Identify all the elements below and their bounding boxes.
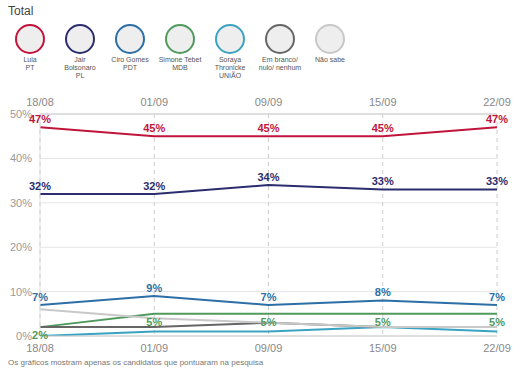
html-text:Ciro Gomes: Ciro Gomes bbox=[111, 56, 149, 63]
svg-text:7%: 7% bbox=[32, 291, 48, 303]
html-text:Não sabe: Não sabe bbox=[315, 56, 345, 63]
svg-text:2%: 2% bbox=[32, 329, 48, 341]
svg-text:09/09: 09/09 bbox=[255, 342, 283, 354]
svg-text:5%: 5% bbox=[489, 316, 505, 328]
svg-text:20%: 20% bbox=[10, 241, 32, 253]
html-text:Lula: Lula bbox=[23, 56, 37, 63]
svg-text:30%: 30% bbox=[10, 197, 32, 209]
svg-text:18/08: 18/08 bbox=[26, 96, 54, 108]
svg-text:18/08: 18/08 bbox=[26, 342, 54, 354]
html-text:Total: Total bbox=[8, 4, 34, 18]
svg-text:45%: 45% bbox=[257, 122, 279, 134]
html-text:PL: PL bbox=[75, 72, 85, 79]
svg-text:7%: 7% bbox=[261, 291, 277, 303]
svg-text:22/09: 22/09 bbox=[483, 342, 511, 354]
html-text:PDT: PDT bbox=[123, 64, 137, 71]
svg-text:34%: 34% bbox=[257, 171, 279, 183]
svg-text:8%: 8% bbox=[375, 286, 391, 298]
svg-text:50%: 50% bbox=[10, 107, 32, 120]
html-text:UNIÃO: UNIÃO bbox=[218, 72, 242, 79]
svg-text:32%: 32% bbox=[143, 180, 165, 192]
svg-text:15/09: 15/09 bbox=[369, 342, 397, 354]
svg-text:15/09: 15/09 bbox=[369, 96, 397, 108]
svg-text:5%: 5% bbox=[375, 316, 391, 328]
svg-text:0%: 0% bbox=[16, 330, 32, 342]
svg-text:45%: 45% bbox=[143, 122, 165, 134]
html-text:PT: PT bbox=[25, 64, 35, 71]
svg-text:45%: 45% bbox=[372, 122, 394, 134]
svg-text:33%: 33% bbox=[372, 175, 394, 187]
html-text:Jair Bolsonaro: Jair Bolsonaro bbox=[64, 56, 96, 71]
svg-text:10%: 10% bbox=[10, 286, 32, 298]
html-text:Simone Tebet: Simone Tebet bbox=[158, 56, 202, 63]
svg-text:33%: 33% bbox=[486, 175, 508, 187]
svg-text:22/09: 22/09 bbox=[483, 96, 511, 108]
svg-text:47%: 47% bbox=[29, 113, 51, 125]
svg-text:5%: 5% bbox=[261, 316, 277, 328]
svg-text:32%: 32% bbox=[29, 180, 51, 192]
svg-text:47%: 47% bbox=[486, 113, 508, 125]
html-text:MDB: MDB bbox=[172, 64, 188, 71]
svg-text:9%: 9% bbox=[146, 282, 162, 294]
html-text:Em branco/ nulo/ nenhum: Em branco/ nulo/ nenhum bbox=[258, 56, 302, 71]
svg-text:5%: 5% bbox=[146, 316, 162, 328]
svg-text:01/09: 01/09 bbox=[140, 96, 168, 108]
svg-text:01/09: 01/09 bbox=[140, 342, 168, 354]
html-text:Soraya Thronicke: Soraya Thronicke bbox=[214, 56, 246, 71]
html-text:Os gráficos mostram apenas os: Os gráficos mostram apenas os candidatos… bbox=[8, 358, 264, 367]
svg-text:09/09: 09/09 bbox=[255, 96, 283, 108]
svg-text:40%: 40% bbox=[10, 152, 32, 164]
svg-text:7%: 7% bbox=[489, 291, 505, 303]
